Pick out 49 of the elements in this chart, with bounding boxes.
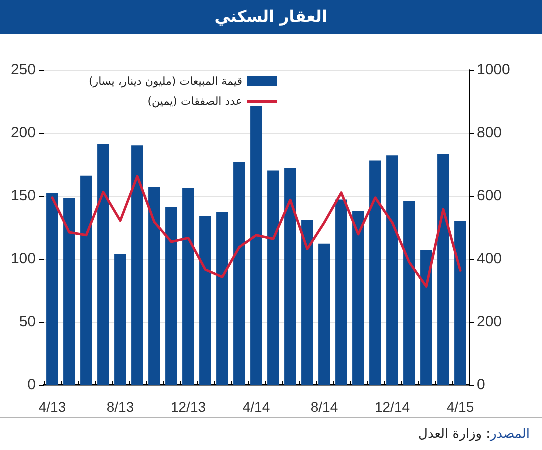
y2-tick-label: 600 [477, 188, 502, 204]
bar [98, 144, 110, 385]
bar [386, 156, 398, 385]
bar [420, 250, 432, 385]
y2-tick-label: 0 [477, 376, 486, 394]
bar [148, 187, 160, 385]
x-tick-label: 8/13 [106, 399, 134, 415]
legend-label: عدد الصفقات (يمين) [148, 95, 242, 108]
x-tick-label: 8/14 [310, 399, 338, 415]
x-tick-label: 12/14 [374, 399, 410, 415]
y-tick-label: 100 [10, 250, 36, 268]
y-tick-label: 0 [28, 376, 36, 394]
x-tick-label: 4/14 [242, 399, 270, 415]
bar [250, 106, 262, 385]
bar [46, 193, 58, 385]
y-tick-label: 50 [19, 314, 36, 330]
y2-tick-label: 400 [477, 250, 502, 268]
y2-tick-label: 1000 [477, 62, 510, 78]
y-tick-label: 150 [10, 188, 36, 204]
bar [454, 221, 466, 385]
line-series [51, 175, 462, 288]
bar [284, 168, 296, 385]
y-tick-label: 250 [10, 62, 36, 78]
bar [80, 176, 92, 385]
x-tick-label: 12/13 [170, 399, 206, 415]
bar [302, 220, 314, 385]
bar [438, 154, 450, 385]
bar [132, 146, 144, 385]
bar [268, 170, 280, 385]
bar [200, 216, 212, 385]
x-tick-label: 4/15 [446, 399, 474, 415]
y-tick-label: 200 [10, 124, 36, 142]
bar [114, 254, 126, 385]
bar [352, 211, 364, 385]
bar [404, 201, 416, 385]
bar [336, 200, 348, 385]
bar [318, 244, 330, 385]
bar [64, 198, 76, 385]
header-banner: العقار السكني [0, 0, 542, 34]
bar [370, 160, 382, 385]
bar [216, 212, 228, 385]
y2-tick-label: 800 [477, 124, 502, 142]
bar [182, 188, 194, 385]
x-tick-label: 4/13 [38, 399, 66, 415]
bar [234, 162, 246, 385]
legend-label: قيمة المبيعات (مليون دينار، يسار) [89, 75, 242, 88]
text: المصدر: وزارة العدل [418, 427, 530, 442]
bar [166, 207, 178, 385]
y2-tick-label: 200 [477, 314, 502, 330]
